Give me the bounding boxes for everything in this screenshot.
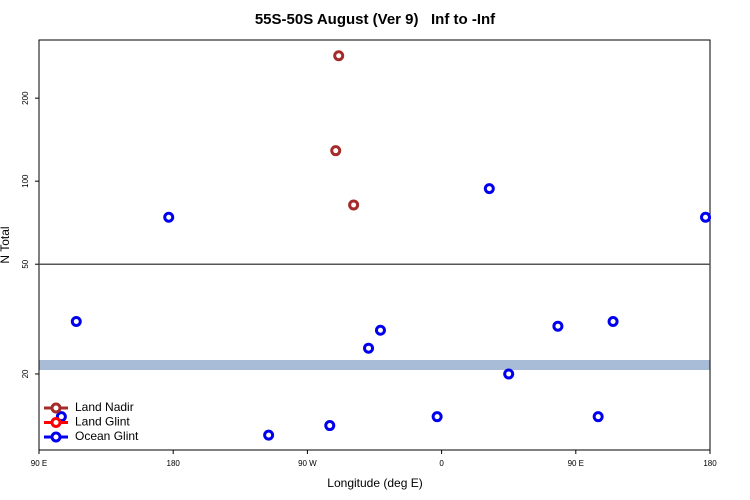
x-tick-label: 0 (439, 459, 444, 468)
x-tick-label: 180 (167, 459, 181, 468)
x-tick-label: 90 E (568, 459, 584, 468)
legend-marker (50, 402, 62, 414)
point (607, 315, 619, 327)
point (431, 411, 443, 423)
point (263, 429, 275, 441)
x-axis-label: Longitude (deg E) (327, 476, 422, 490)
point (503, 368, 515, 380)
band (39, 360, 710, 370)
legend-label: Land Glint (75, 415, 130, 429)
y-tick-label: 100 (21, 174, 30, 188)
y-axis-label: N Total (0, 226, 12, 263)
y-tick-label: 50 (21, 259, 30, 268)
point (374, 324, 386, 336)
legend-marker (50, 431, 62, 443)
x-tick-label: 90 W (298, 459, 317, 468)
legend-label: Land Nadir (75, 400, 134, 414)
y-tick-label: 20 (21, 369, 30, 378)
point (592, 411, 604, 423)
point (700, 211, 712, 223)
chart-title: 55S-50S August (Ver 9) Inf to -Inf (255, 11, 496, 28)
point (333, 50, 345, 62)
point (363, 342, 375, 354)
point (348, 199, 360, 211)
point (163, 211, 175, 223)
x-tick-label: 180 (703, 459, 717, 468)
point (324, 420, 336, 432)
point (330, 145, 342, 157)
legend-marker (50, 417, 62, 428)
point (70, 315, 82, 327)
x-tick-label: 90 E (31, 459, 47, 468)
y-tick-label: 200 (21, 91, 30, 105)
plot-frame (38, 39, 711, 451)
point (552, 320, 564, 332)
point (483, 183, 495, 195)
legend-label: Ocean Glint (75, 429, 139, 443)
